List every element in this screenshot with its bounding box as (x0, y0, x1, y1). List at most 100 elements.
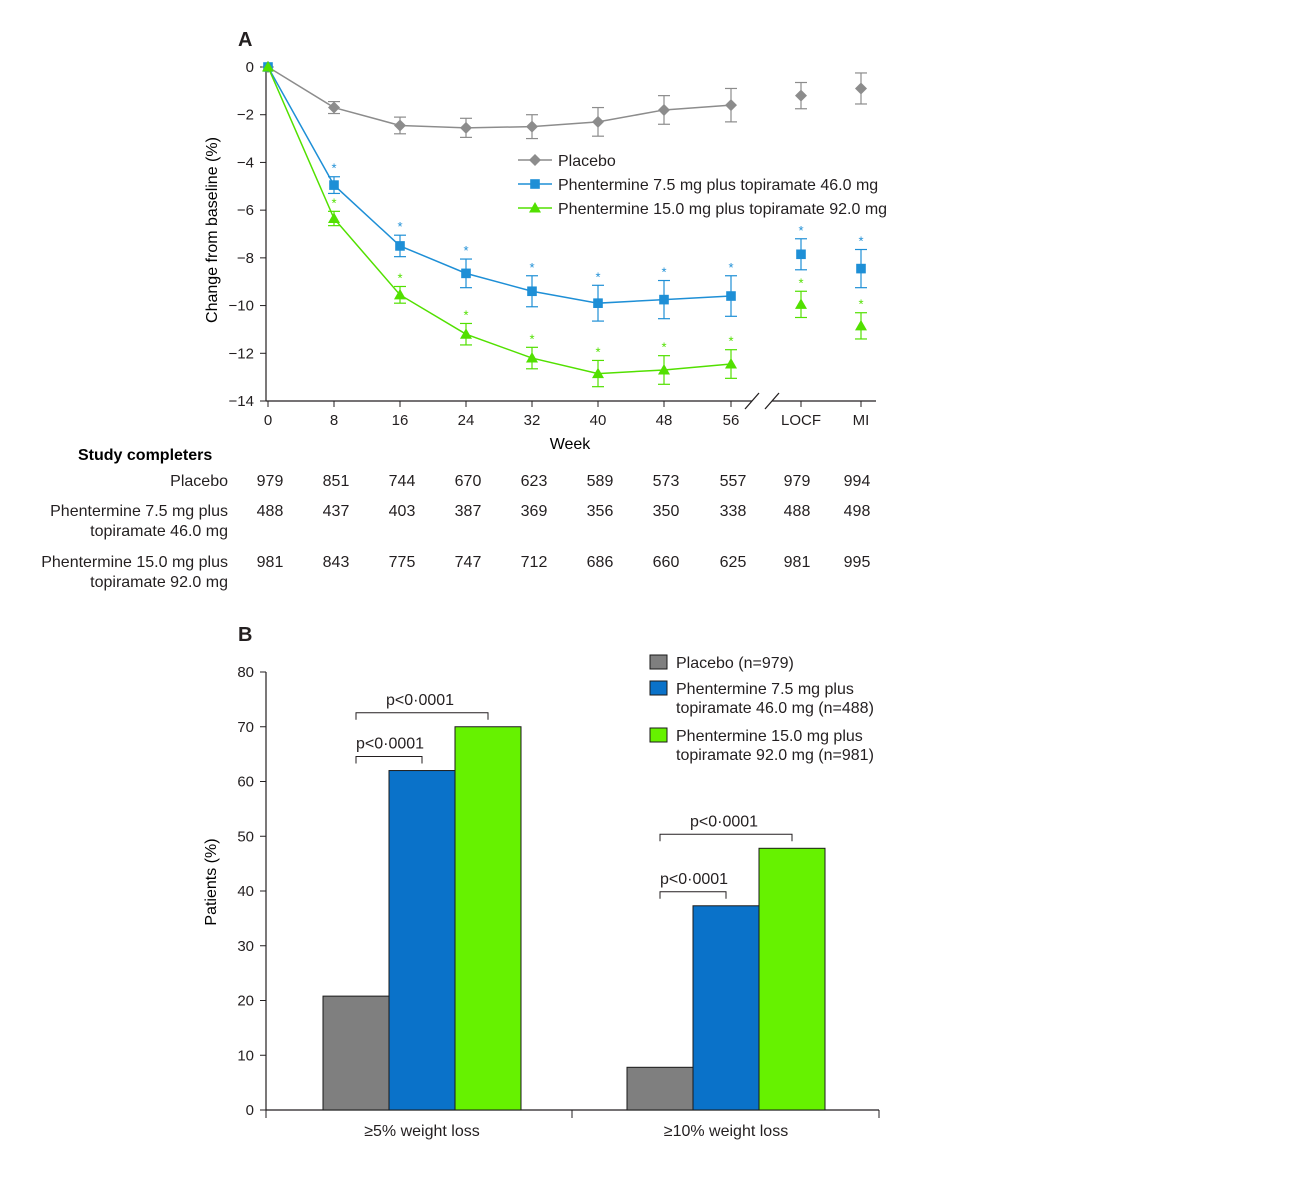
row-label: Phentermine 15.0 mg plus (41, 554, 228, 571)
panel-a-legend: Placebo Phentermine 7.5 mg plus topiramat… (518, 153, 887, 218)
legend-swatch (649, 654, 668, 670)
y-tick-label: −2 (237, 107, 254, 124)
data-point-diamond (529, 154, 541, 166)
table-cell: 437 (323, 503, 350, 520)
bar (388, 770, 456, 1111)
x-tick-label: 56 (723, 412, 740, 429)
data-point-triangle (460, 328, 472, 339)
data-point-square (856, 263, 866, 274)
data-point-diamond (394, 119, 406, 132)
significance-marker: * (529, 331, 534, 346)
p-value-label: p<0·0001 (660, 871, 728, 888)
y-tick-label: 30 (237, 938, 254, 955)
table-rows: Placebo 979 851 744 670 623 589 573 557 979 994 Phe… (41, 473, 870, 591)
series-2: * * * * * * * * * (262, 61, 867, 388)
data-point-square (461, 268, 471, 279)
row-label: Phentermine 7.5 mg plus (50, 503, 228, 520)
y-tick-label: 0 (246, 59, 254, 76)
data-point-triangle (795, 298, 807, 309)
significance-bracket: p<0·0001 (659, 813, 793, 842)
y-tick-label: 60 (237, 774, 254, 791)
table-cell: 387 (455, 503, 482, 520)
significance-marker: * (661, 340, 666, 355)
y-tick-label: 10 (237, 1047, 254, 1064)
x-tick-label: 40 (590, 412, 607, 429)
panel-a-series: * * * * * * * * * * * * * * * * * * (262, 61, 867, 388)
y-tick-label: −4 (237, 154, 254, 171)
row-label: Placebo (170, 473, 228, 490)
x-tick-label: 48 (656, 412, 673, 429)
significance-marker: * (798, 223, 803, 238)
data-point-diamond (526, 120, 538, 133)
study-completers-table: Study completers Placebo 979 851 744 670 623 5… (41, 447, 870, 591)
legend-label: Phentermine 7.5 mg plus (676, 681, 854, 698)
significance-marker: * (595, 344, 600, 359)
x-tick-label: 24 (458, 412, 475, 429)
y-tick-label: −10 (229, 298, 254, 315)
x-tick-label: LOCF (781, 412, 821, 429)
x-tick-label: MI (853, 412, 870, 429)
bracket-line (659, 891, 727, 899)
table-cell: 995 (844, 554, 871, 571)
significance-marker: * (798, 275, 803, 290)
significance-marker: * (728, 334, 733, 349)
x-tick-label: 0 (264, 412, 272, 429)
panel-a-x-axis-title: Week (550, 436, 592, 453)
table-cell: 744 (389, 473, 416, 490)
significance-marker: * (728, 260, 733, 275)
p-value-label: p<0·0001 (690, 813, 758, 830)
table-cell: 356 (587, 503, 614, 520)
panel-a-x-axis: 0 8 16 24 32 40 48 56 LOCF MI (264, 392, 876, 429)
table-cell: 843 (323, 554, 350, 571)
series-1: * * * * * * * * * (263, 62, 867, 322)
panel-a-label: A (238, 29, 252, 51)
significance-marker: * (858, 234, 863, 249)
data-point-diamond (855, 82, 867, 95)
significance-bracket: p<0·0001 (355, 692, 489, 720)
data-point-square (329, 180, 339, 190)
series-line (267, 66, 732, 129)
significance-marker: * (331, 195, 336, 210)
panel-a-y-axis: 0 −2 −4 −6 −8 −10 −12 −14 (229, 59, 267, 410)
p-value-label: p<0·0001 (356, 736, 424, 753)
panel-b-legend: Placebo (n=979) Phentermine 7.5 mg plus to… (649, 654, 874, 764)
data-point-triangle (526, 352, 538, 363)
y-tick-label: 70 (237, 719, 254, 736)
table-cell: 625 (720, 554, 747, 571)
y-tick-label: −8 (237, 250, 254, 267)
data-point-triangle (529, 202, 541, 213)
data-point-diamond (460, 121, 472, 134)
panel-b-y-axis-title: Patients (%) (203, 838, 220, 925)
y-tick-label: 40 (237, 883, 254, 900)
panel-b-label: B (238, 624, 252, 646)
data-point-diamond (725, 99, 737, 112)
table-cell: 557 (720, 473, 747, 490)
data-point-square (395, 241, 405, 251)
series-0 (262, 61, 867, 140)
legend-label: Phentermine 15.0 mg plus (676, 728, 863, 745)
panel-a-y-axis-title: Change from baseline (%) (204, 137, 221, 323)
table-cell: 660 (653, 554, 680, 571)
data-point-diamond (795, 89, 807, 102)
y-tick-label: −12 (229, 345, 254, 362)
data-point-triangle (328, 212, 340, 223)
data-point-diamond (328, 101, 340, 114)
x-tick-label: 32 (524, 412, 541, 429)
table-cell: 981 (784, 554, 811, 571)
legend-swatch (649, 727, 668, 743)
table-row: Phentermine 15.0 mg plus topiramate 92.0 … (41, 554, 870, 591)
y-tick-label: 80 (237, 664, 254, 681)
table-cell: 775 (389, 554, 416, 571)
legend-label: topiramate 46.0 mg (n=488) (676, 700, 874, 717)
significance-marker: * (331, 161, 336, 176)
y-tick-label: −14 (229, 393, 254, 410)
table-cell: 403 (389, 503, 416, 520)
legend-label: Phentermine 15.0 mg plus topiramate 92.0… (558, 201, 887, 218)
x-tick-label: 16 (392, 412, 409, 429)
data-point-triangle (394, 288, 406, 300)
row-label: topiramate 92.0 mg (90, 574, 228, 591)
data-point-square (530, 179, 540, 189)
p-value-label: p<0·0001 (386, 692, 454, 709)
panel-a-line-chart: A 0 −2 −4 −6 −8 −10 −12 −14 0 8 16 24 32 40 48 56 LOCF M… (204, 29, 887, 453)
